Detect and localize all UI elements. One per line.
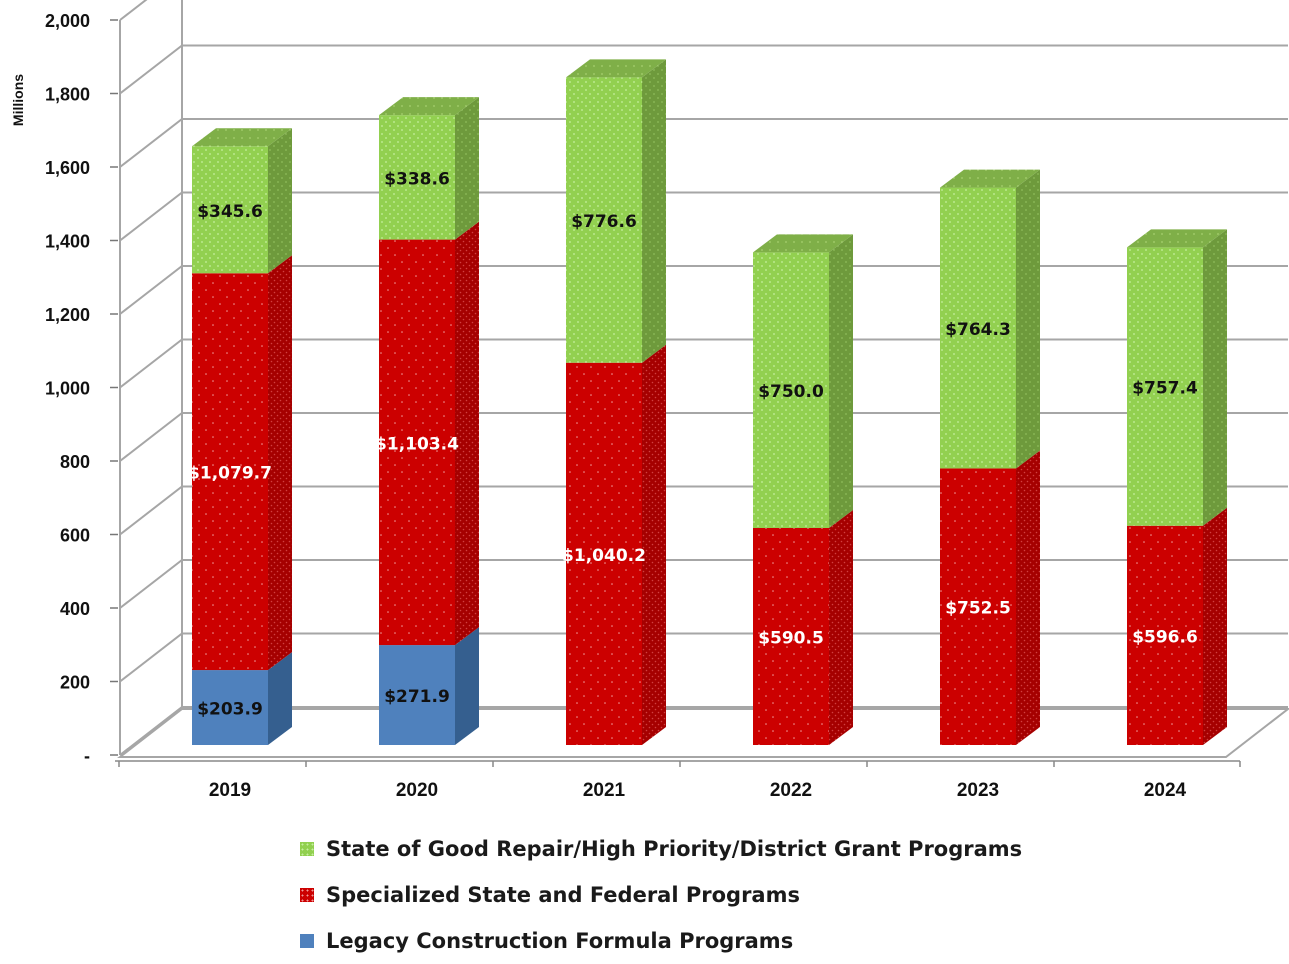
bar-side-face (455, 221, 479, 646)
gridline (119, 632, 1288, 683)
bar-side-face (1016, 450, 1040, 745)
legend-label: Legacy Construction Formula Programs (326, 929, 794, 953)
bar-top-face (192, 128, 292, 147)
x-tick-label: 2021 (583, 780, 626, 801)
bar-side-face (268, 255, 292, 671)
data-label: $764.3 (945, 320, 1011, 340)
bar-side-face (455, 97, 479, 240)
bar-side-face (642, 344, 666, 745)
gridline (119, 265, 1288, 315)
legend-item-legacy-construction: Legacy Construction Formula Programs (300, 918, 1022, 964)
bar-top-face (379, 97, 479, 116)
x-tick-label: 2022 (770, 780, 812, 801)
bar-segment-state-of-good-repair-high-priority-district-grant-programs-2019 (192, 146, 268, 274)
bar-segment-specialized-state-and-federal-programs-2023 (940, 468, 1016, 745)
bar-top-face (566, 59, 666, 78)
y-tick-label: 200 (60, 673, 90, 693)
data-label: $750.0 (758, 382, 824, 402)
bar-side-face (268, 652, 292, 745)
data-label: $757.4 (1132, 379, 1198, 399)
x-tick-label: 2023 (957, 780, 999, 801)
legend-swatch-green (300, 842, 314, 856)
bar-side-face (829, 509, 853, 745)
bar-segment-state-of-good-repair-high-priority-district-grant-programs-2020 (379, 115, 455, 240)
gridline (119, 559, 1288, 609)
data-label: $345.6 (197, 202, 263, 222)
bar-segment-state-of-good-repair-high-priority-district-grant-programs-2023 (940, 187, 1016, 469)
bar-segment-legacy-construction-formula-programs-2020 (379, 645, 455, 745)
x-tick-label: 2020 (396, 780, 438, 801)
data-label: $596.6 (1132, 627, 1198, 647)
y-tick-label: 1,000 (45, 379, 90, 399)
bar-side-face (1016, 169, 1040, 469)
gridline (119, 485, 1288, 536)
stacked-bar-chart: - 200 400 600 800 1,000 1,200 1,400 1,600 1,800 2,… (10, 0, 1289, 801)
bar-segment-specialized-state-and-federal-programs-2019 (192, 273, 268, 671)
bar-segment-state-of-good-repair-high-priority-district-grant-programs-2022 (753, 252, 829, 528)
bar-segment-legacy-construction-formula-programs-2019 (192, 670, 268, 745)
y-tick-label: 400 (60, 599, 90, 619)
gridline (119, 44, 1288, 95)
y-tick-label: 600 (60, 526, 90, 546)
data-label: $1,040.2 (562, 546, 646, 566)
data-label: $590.5 (758, 628, 824, 648)
y-tick-label: - (84, 746, 90, 766)
data-label: $1,079.7 (188, 464, 272, 484)
gridline (119, 118, 1288, 168)
y-tick-label: 1,800 (45, 85, 90, 105)
gridline (119, 191, 1288, 242)
y-tick-label: 2,000 (45, 11, 90, 31)
bar-side-face (1203, 507, 1227, 745)
bar-side-face (455, 627, 479, 745)
bar-side-face (829, 234, 853, 528)
legend-label: Specialized State and Federal Programs (326, 883, 800, 907)
gridline (119, 338, 1288, 389)
legend-swatch-red (300, 888, 314, 902)
y-tick-label: 800 (60, 452, 90, 472)
gridline (119, 412, 1288, 462)
bar-segment-state-of-good-repair-high-priority-district-grant-programs-2021 (566, 77, 642, 363)
chart-floor (117, 708, 1289, 758)
gridline (119, 0, 148, 21)
bar-segment-specialized-state-and-federal-programs-2022 (753, 527, 829, 745)
x-tick-label: 2019 (209, 780, 251, 801)
bar-segment-specialized-state-and-federal-programs-2024 (1127, 525, 1203, 745)
y-axis-title: Millions (10, 74, 26, 126)
bar-side-face (268, 128, 292, 274)
bar-side-face (642, 59, 666, 363)
bar-top-face (753, 234, 853, 253)
data-label: $338.6 (384, 169, 450, 189)
y-tick-label: 1,600 (45, 158, 90, 178)
data-label: $776.6 (571, 212, 637, 232)
legend-swatch-blue (300, 934, 314, 948)
legend-item-specialized-programs: Specialized State and Federal Programs (300, 872, 1022, 918)
bar-segment-state-of-good-repair-high-priority-district-grant-programs-2024 (1127, 247, 1203, 526)
data-label: $1,103.4 (375, 434, 459, 454)
bar-segment-specialized-state-and-federal-programs-2021 (566, 362, 642, 745)
x-tick-label: 2024 (1144, 780, 1187, 801)
y-tick-label: 1,400 (45, 232, 90, 252)
data-label: $203.9 (197, 700, 263, 720)
legend-label: State of Good Repair/High Priority/Distr… (326, 837, 1023, 861)
legend-item-state-of-good-repair: State of Good Repair/High Priority/Distr… (300, 826, 1022, 872)
data-label: $752.5 (945, 599, 1011, 619)
bar-top-face (940, 169, 1040, 188)
gridline (119, 706, 1288, 756)
chart-legend: State of Good Repair/High Priority/Distr… (300, 826, 1022, 964)
bar-side-face (1203, 229, 1227, 526)
bar-segment-specialized-state-and-federal-programs-2020 (379, 239, 455, 646)
data-label: $271.9 (384, 687, 450, 707)
y-tick-label: 1,200 (45, 305, 90, 325)
bar-top-face (1127, 229, 1227, 248)
